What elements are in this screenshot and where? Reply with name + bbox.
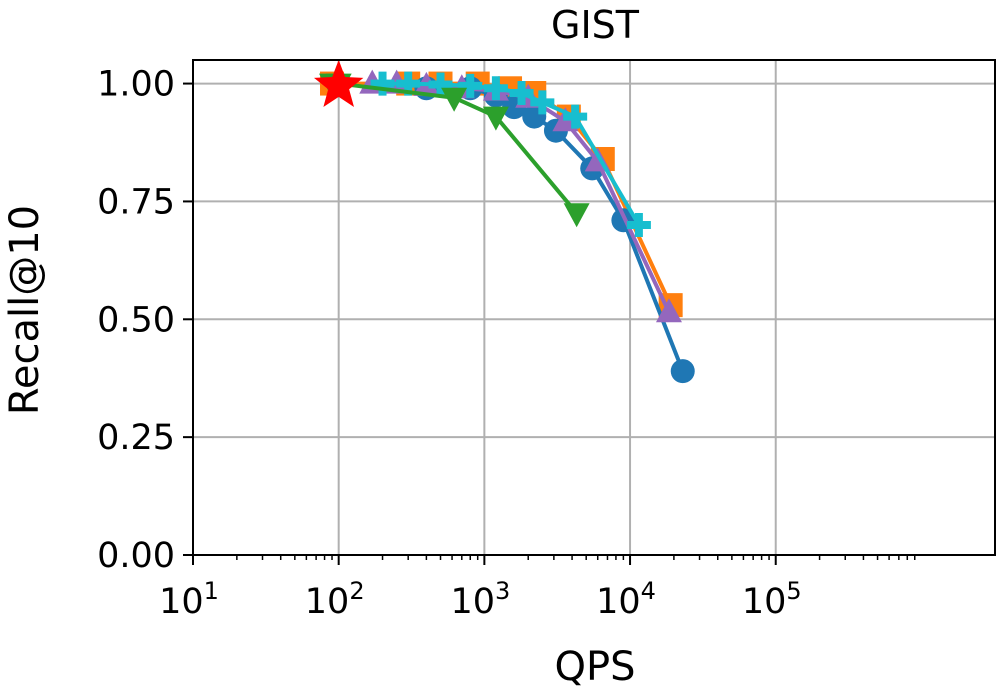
grid [192, 60, 995, 556]
x-tick-label: 105 [742, 577, 802, 622]
series-5 [314, 59, 364, 107]
x-tick-label: 102 [305, 577, 365, 622]
x-tick-label: 103 [450, 577, 510, 622]
marker-plus [509, 81, 534, 105]
x-tick-label: 104 [596, 577, 656, 622]
marker-triangle-up [655, 298, 682, 323]
y-tick-label: 1.00 [97, 65, 175, 105]
series-2 [359, 69, 682, 323]
marker-plus [563, 104, 588, 129]
marker-plus [428, 72, 453, 97]
series-layer [314, 59, 695, 384]
chart-title: GIST [551, 3, 640, 47]
marker-star [314, 59, 364, 107]
tick-labels: 101 102 103 104 105 0.00 0.25 0.50 0.75 1.00 [97, 65, 802, 622]
series-1 [414, 76, 695, 384]
marker-plus [458, 73, 483, 98]
y-tick-label: 0.50 [97, 300, 175, 340]
marker-triangle-down [563, 203, 590, 228]
x-axis-label: QPS [555, 644, 636, 690]
y-tick-label: 0.75 [97, 182, 175, 222]
y-tick-label: 0.25 [97, 418, 175, 458]
x-tick-label: 101 [159, 577, 219, 622]
marker-plus [370, 71, 395, 96]
marker-plus [626, 213, 651, 237]
y-tick-label: 0.00 [97, 536, 175, 576]
series-3 [370, 71, 651, 237]
marker-plus [483, 76, 508, 101]
marker-plus [396, 71, 421, 96]
marker-triangle-down [441, 87, 468, 112]
plot-frame [192, 59, 996, 556]
series-4 [319, 73, 590, 228]
marker-plus [530, 90, 555, 115]
marker-circle [670, 359, 695, 384]
axes [183, 59, 996, 565]
marker-triangle-down [482, 106, 509, 131]
y-axis-label: Recall@10 [2, 205, 48, 415]
